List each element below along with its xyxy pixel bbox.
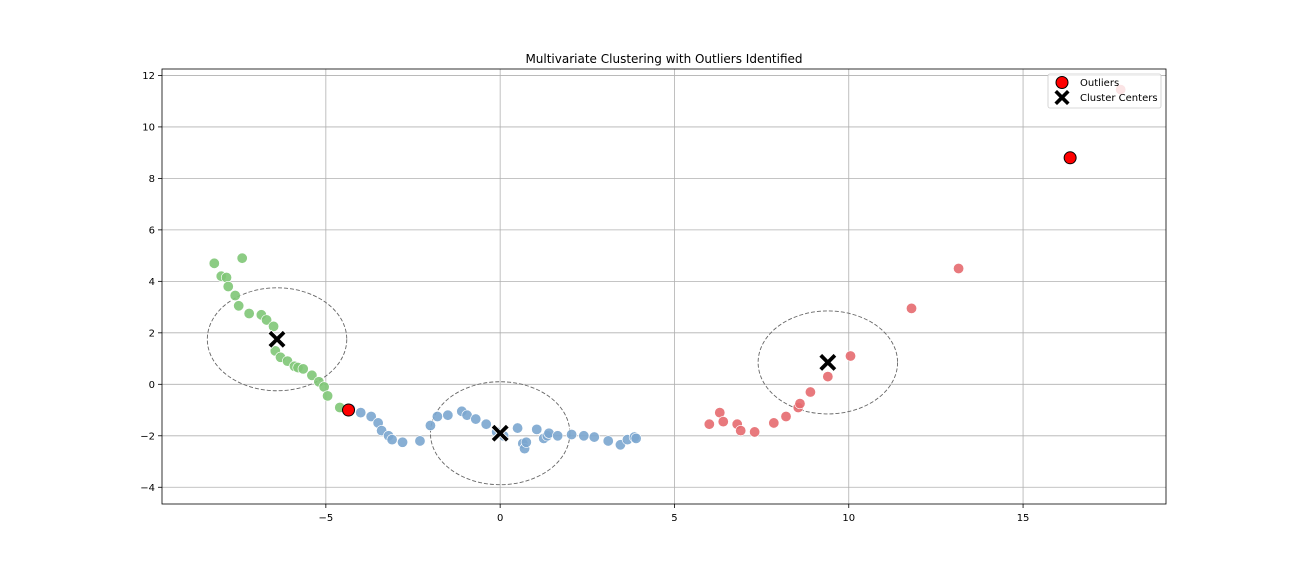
cluster-1-point <box>229 290 241 302</box>
y-tick-label: −2 <box>140 431 155 442</box>
cluster-center-marker <box>267 329 287 349</box>
cluster-radius-circle <box>206 287 348 392</box>
cluster-ellipses <box>206 287 899 486</box>
x-tick-label: 10 <box>842 513 855 524</box>
cluster-1-point <box>236 252 248 264</box>
chart-title: Multivariate Clustering with Outliers Id… <box>525 52 802 66</box>
cluster-1-point <box>208 257 220 269</box>
x-tick-label: 0 <box>497 513 503 524</box>
cluster-2-point <box>717 416 729 428</box>
legend-outlier-marker <box>1055 76 1069 89</box>
cluster-0-point <box>480 418 492 430</box>
cluster-1-point <box>261 314 273 326</box>
cluster-center-marker <box>490 423 510 443</box>
legend-label-outliers: Outliers <box>1080 78 1119 89</box>
cluster-0-point <box>630 432 642 444</box>
cluster-1-point <box>233 300 245 312</box>
plot-frame <box>161 68 1167 505</box>
cluster-1-point <box>297 363 309 375</box>
cluster-2-point <box>804 386 816 398</box>
cluster-0-point <box>424 419 436 431</box>
y-tick-label: 12 <box>142 71 155 82</box>
cluster-1-point <box>243 308 255 320</box>
cluster-1-point <box>222 280 234 292</box>
y-tick-label: 6 <box>149 225 155 236</box>
cluster-1-point <box>322 390 334 402</box>
outlier-point <box>1063 151 1077 165</box>
cluster-0-point <box>431 410 443 422</box>
cluster-0-point <box>602 435 614 447</box>
y-tick-label: −4 <box>140 483 155 494</box>
cluster-1-point <box>306 369 318 381</box>
cluster-0-point <box>578 430 590 442</box>
cluster-2-point <box>953 262 965 274</box>
cluster-0-point <box>386 434 398 446</box>
cluster-0-point <box>588 431 600 443</box>
cluster-2-point <box>845 350 857 362</box>
cluster-0-point <box>512 422 524 434</box>
legend-box <box>1047 73 1162 109</box>
y-tick-label: 8 <box>149 174 155 185</box>
cluster-0-point <box>552 430 564 442</box>
axis-ticks: −5 0 5 10 15 −4 −2 0 2 4 6 8 10 12 <box>140 71 1029 524</box>
data-points <box>208 84 1127 455</box>
outlier-point <box>342 403 356 417</box>
cluster-0-point <box>470 413 482 425</box>
legend-markers <box>1053 76 1071 106</box>
y-tick-label: 4 <box>149 277 155 288</box>
cluster-1-point <box>220 271 232 283</box>
cluster-centers <box>267 329 838 443</box>
x-tick-label: 15 <box>1017 513 1030 524</box>
x-tick-label: −5 <box>318 513 333 524</box>
cluster-2-point <box>768 417 780 429</box>
y-tick-label: 10 <box>142 122 155 133</box>
cluster-0-point <box>397 436 409 448</box>
cluster-2-point <box>822 371 834 383</box>
cluster-0-point <box>531 423 543 435</box>
cluster-2-point <box>735 425 747 437</box>
cluster-2-point <box>749 426 761 438</box>
cluster-center-marker <box>818 352 838 372</box>
y-tick-label: 0 <box>149 380 155 391</box>
x-tick-label: 5 <box>671 513 677 524</box>
cluster-2-point <box>703 418 715 430</box>
legend-label-cluster-centers: Cluster Centers <box>1080 93 1158 104</box>
outlier-points <box>342 151 1077 417</box>
cluster-radius-circle <box>757 310 899 415</box>
cluster-1-point <box>268 320 280 332</box>
cluster-0-point <box>442 409 454 421</box>
legend: Outliers Cluster Centers <box>1047 73 1162 109</box>
y-tick-label: 2 <box>149 328 155 339</box>
cluster-0-point <box>566 429 578 441</box>
legend-center-marker <box>1053 89 1071 106</box>
cluster-0-point <box>365 410 377 422</box>
cluster-2-point <box>906 302 918 314</box>
grid-layer <box>162 69 1166 504</box>
cluster-2-point <box>780 410 792 422</box>
cluster-0-point <box>355 407 367 419</box>
cluster-0-point <box>520 436 532 448</box>
cluster-2-point <box>794 398 806 410</box>
cluster-0-point <box>414 435 426 447</box>
